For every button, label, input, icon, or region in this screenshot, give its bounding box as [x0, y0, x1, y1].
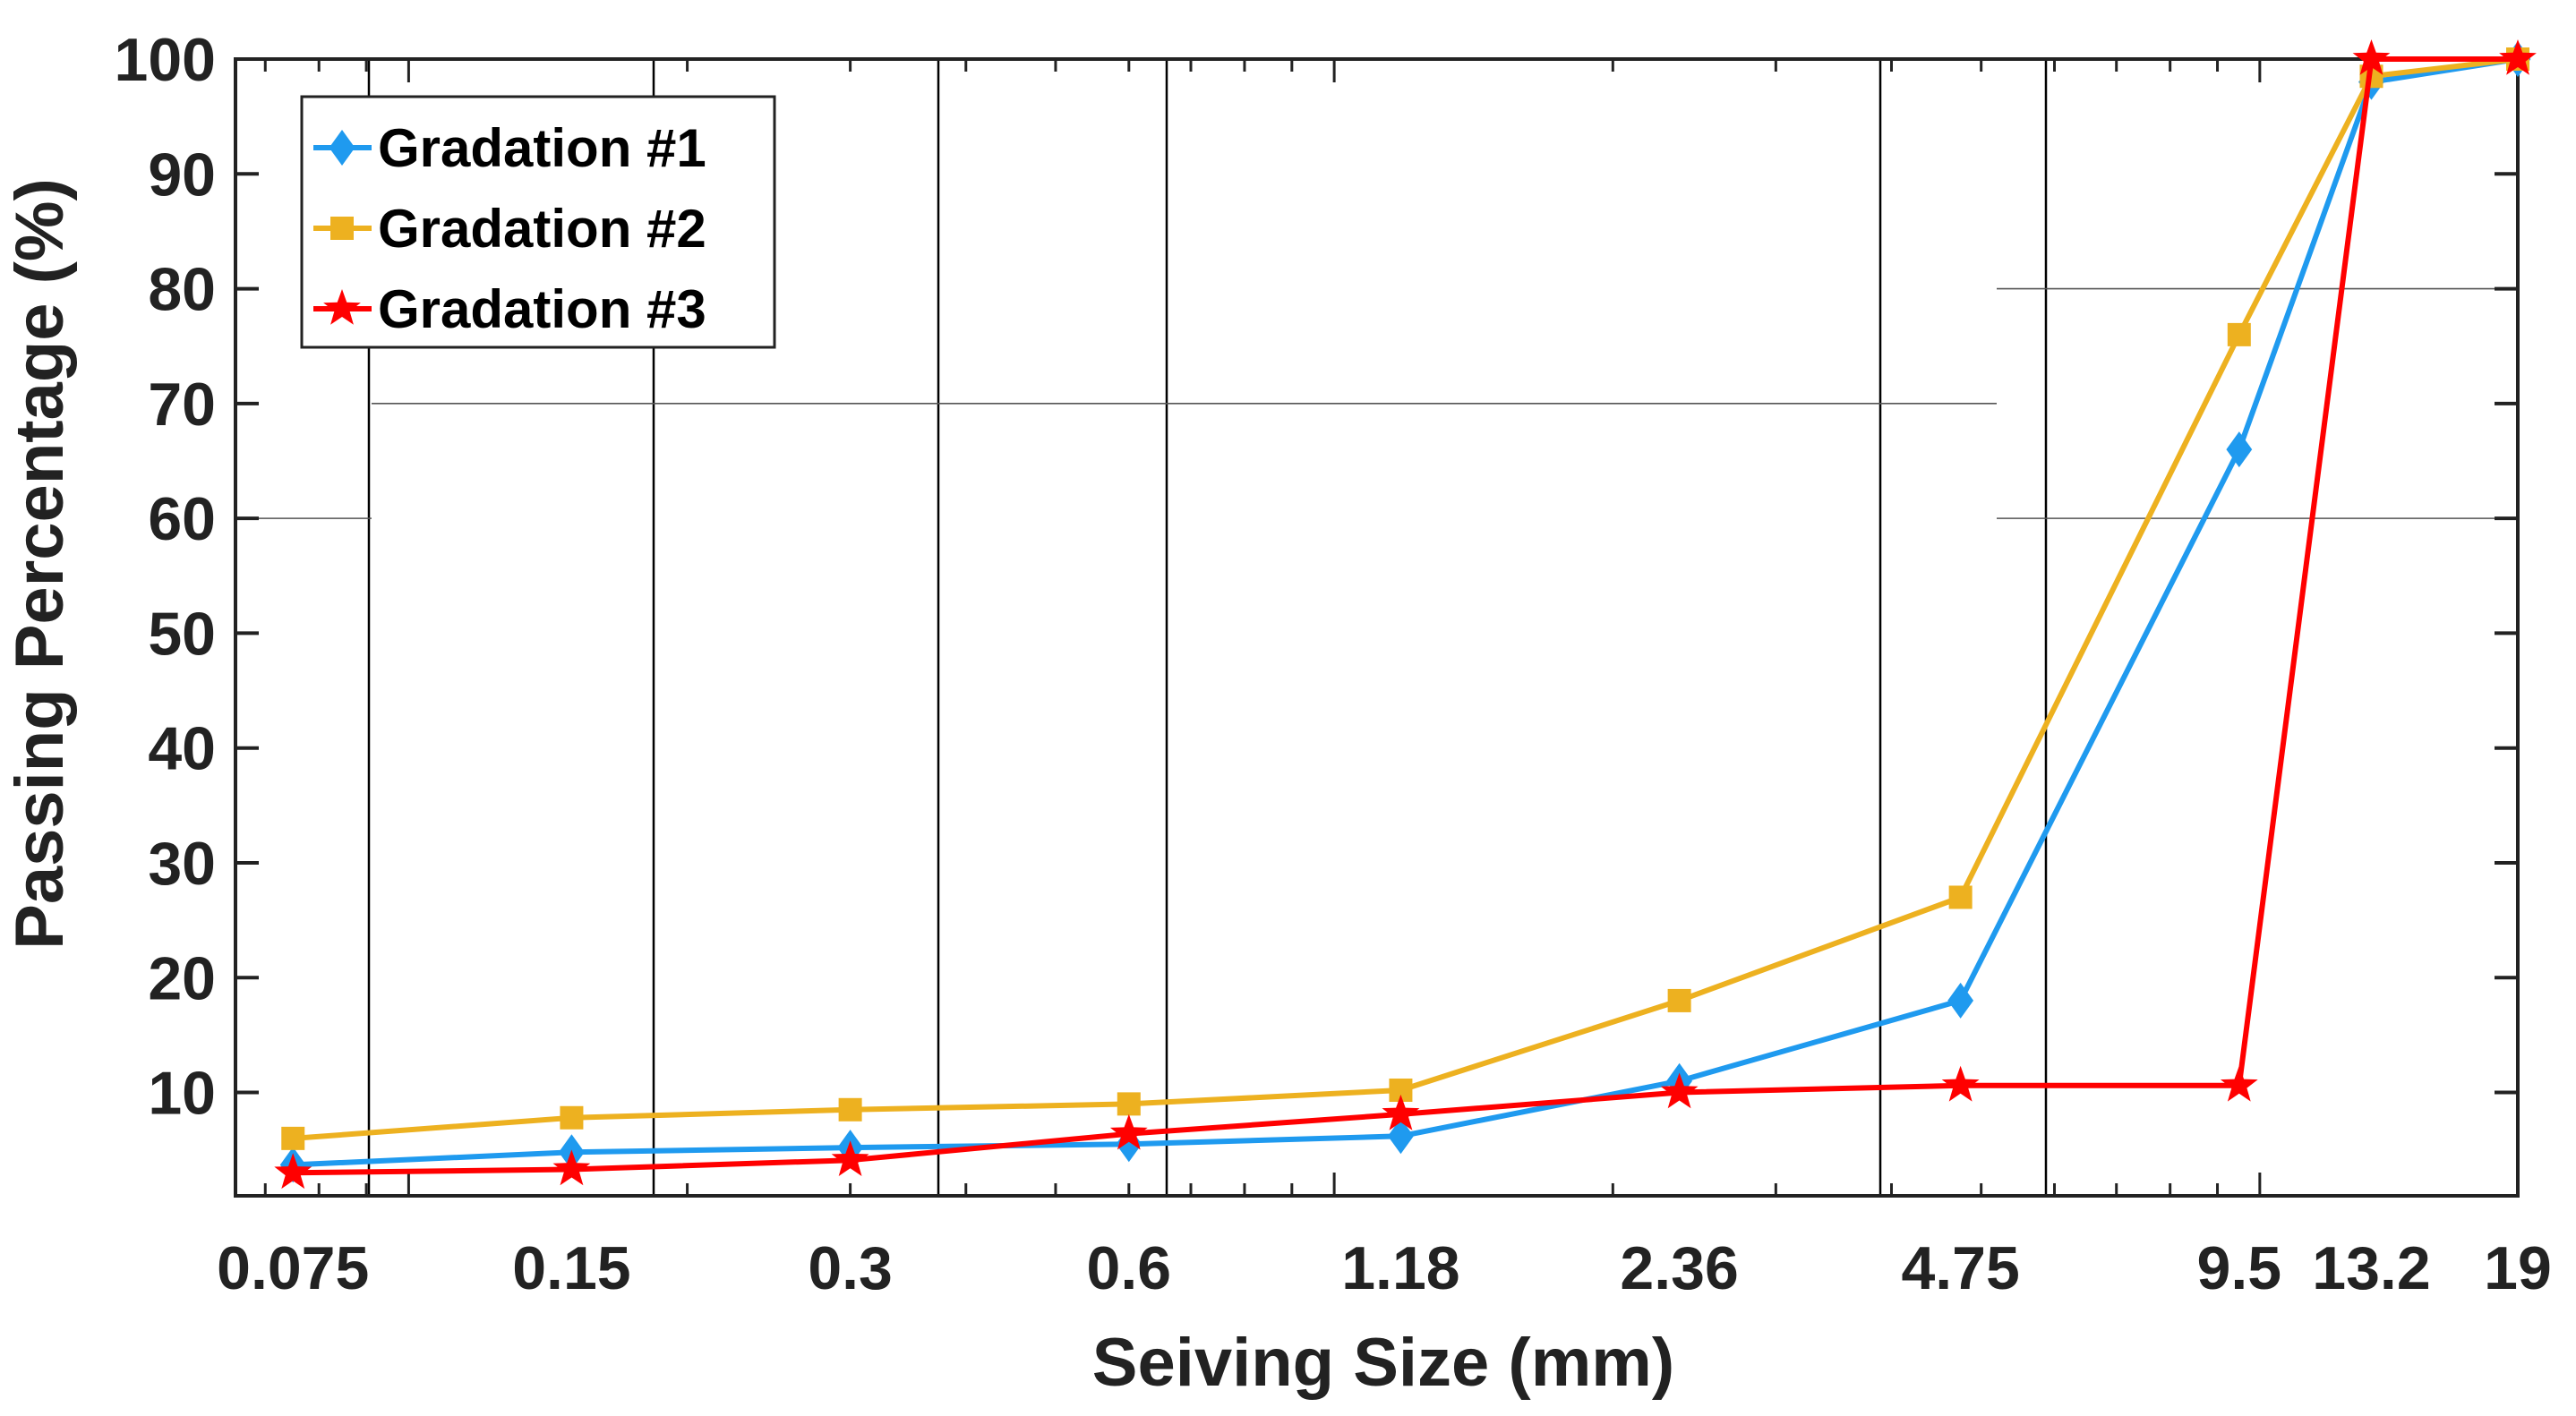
square-marker [330, 217, 354, 240]
y-tick-label: 100 [115, 26, 216, 94]
star-marker [1660, 1072, 1699, 1109]
x-tick-label: 13.2 [2312, 1234, 2430, 1302]
y-tick-label: 20 [148, 944, 216, 1012]
y-axis-title: Passing Percentage (%) [2, 178, 78, 950]
square-marker [838, 1097, 862, 1122]
y-tick-label: 80 [148, 256, 216, 324]
square-marker [1948, 885, 1973, 909]
axes: 10 20 30 40 50 60 70 80 90 100 0.075 0.15 0.3 0.6 1.18… [115, 26, 2552, 1302]
star-marker [274, 1153, 312, 1190]
x-tick-label: 19 [2484, 1234, 2552, 1302]
star-marker [831, 1140, 869, 1176]
series-line [293, 56, 2519, 1168]
legend-box [300, 95, 776, 349]
y-tick-label: 10 [148, 1060, 216, 1128]
x-tick-label: 0.075 [217, 1234, 369, 1302]
plot-area [274, 39, 2537, 1190]
x-tick-label: 0.15 [512, 1234, 630, 1302]
diamond-marker [329, 130, 355, 166]
y-tick-label: 50 [148, 600, 216, 668]
diamond-marker [1388, 1118, 1414, 1155]
y-tick-label: 40 [148, 715, 216, 783]
legend: Gradation #1 Gradation #2 Gradation #3 [300, 95, 776, 349]
x-tick-label: 2.36 [1620, 1234, 1738, 1302]
star-marker [323, 289, 361, 325]
x-tick-label: 1.18 [1341, 1234, 1459, 1302]
x-tick-label: 4.75 [1901, 1234, 2019, 1302]
legend-label: Gradation #1 [378, 118, 706, 178]
x-tick-label: 0.6 [1087, 1234, 1172, 1302]
series-line [293, 56, 2518, 1176]
diamond-marker [1947, 982, 1974, 1019]
diamond-marker [2226, 431, 2253, 468]
y-tick-label: 90 [148, 141, 216, 209]
x-tick-label: 0.3 [808, 1234, 893, 1302]
star-marker [1382, 1094, 1420, 1130]
square-marker [560, 1105, 584, 1130]
square-marker [1117, 1092, 1141, 1116]
series-line [292, 56, 2519, 1141]
axes-box [234, 57, 2520, 1198]
star-marker [1109, 1113, 1148, 1150]
legend-label: Gradation #2 [378, 199, 706, 259]
square-marker [2227, 322, 2251, 346]
star-marker [1941, 1065, 1980, 1102]
star-marker [2220, 1065, 2258, 1102]
y-tick-label: 60 [148, 485, 216, 553]
x-axis-title: Seiving Size (mm) [1092, 1325, 1674, 1401]
star-marker [552, 1149, 591, 1186]
square-marker [281, 1126, 305, 1150]
y-tick-label: 30 [148, 830, 216, 898]
x-tick-label: 9.5 [2197, 1234, 2282, 1302]
star-marker [2499, 39, 2537, 75]
square-marker [1667, 988, 1691, 1012]
y-tick-label: 70 [148, 371, 216, 439]
legend-label: Gradation #3 [378, 279, 706, 339]
star-marker [2352, 39, 2391, 75]
